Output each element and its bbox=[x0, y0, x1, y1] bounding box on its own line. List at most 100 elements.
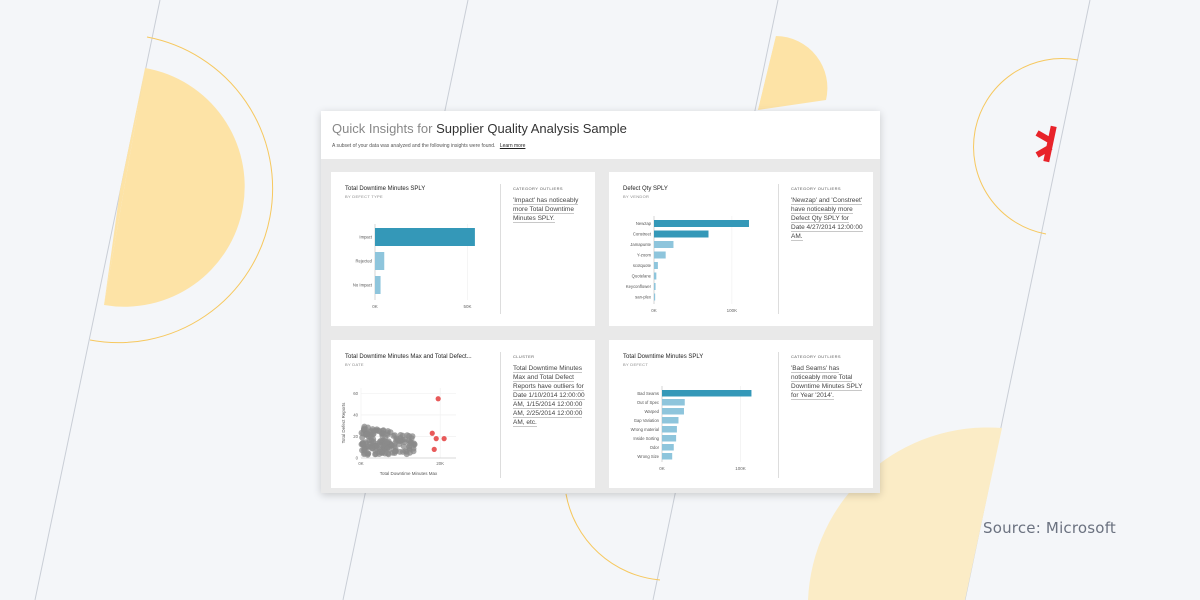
category-label: Wrong Size bbox=[637, 454, 659, 459]
bar bbox=[375, 252, 385, 270]
data-point bbox=[368, 437, 375, 444]
category-label: Quotelane bbox=[632, 274, 652, 279]
data-point bbox=[392, 448, 399, 455]
category-label: Jamapunte bbox=[630, 242, 651, 247]
tick-label: 20K bbox=[436, 461, 444, 466]
data-point bbox=[387, 429, 394, 436]
bar bbox=[654, 230, 709, 238]
card-title: Defect Qty SPLY bbox=[623, 186, 668, 192]
category-label: Y-zoom bbox=[637, 253, 652, 258]
data-point bbox=[401, 439, 408, 446]
category-label: Keyconflower bbox=[626, 284, 652, 289]
insight-type-label: CATEGORY OUTLIERS bbox=[513, 186, 563, 191]
category-label: Gap Variation bbox=[634, 418, 660, 423]
tick-label: 60 bbox=[353, 391, 358, 396]
quick-insights-window: Quick Insights for Supplier Quality Anal… bbox=[321, 111, 880, 493]
bar-chart: 0K 100K Newzap Constreet Jamapunte Y-zoom scot… bbox=[626, 216, 749, 313]
insight-card-3[interactable]: Total Downtime Minutes Max and Total Def… bbox=[331, 340, 595, 488]
bar bbox=[662, 417, 679, 424]
bar bbox=[662, 426, 677, 433]
card-title: Total Downtime Minutes SPLY bbox=[623, 354, 704, 360]
tick-label: 40 bbox=[353, 412, 358, 417]
data-point bbox=[386, 446, 393, 453]
page-subtitle: A subset of your data was analyzed and t… bbox=[332, 143, 525, 149]
bar bbox=[662, 435, 677, 442]
outlier-point bbox=[433, 436, 439, 442]
bar bbox=[654, 241, 674, 248]
tick-label: 0K bbox=[358, 461, 363, 466]
tick-label: 0K bbox=[372, 304, 378, 309]
logo-icon bbox=[1035, 125, 1057, 163]
data-point bbox=[381, 444, 388, 451]
data-point bbox=[379, 430, 386, 437]
data-point bbox=[403, 451, 410, 458]
category-label: Warped bbox=[644, 409, 659, 414]
category-label: Impact bbox=[359, 235, 372, 240]
bar bbox=[654, 262, 658, 269]
insight-text: 'Bad Seams' has noticeably more Total Do… bbox=[791, 365, 863, 400]
insight-card-1[interactable]: Total Downtime Minutes SPLY BY DEFECT TY… bbox=[331, 172, 595, 326]
bar bbox=[654, 283, 656, 290]
tick-label: 50K bbox=[463, 304, 471, 309]
bar bbox=[375, 228, 475, 246]
data-point bbox=[406, 433, 413, 440]
card-title: Total Downtime Minutes Max and Total Def… bbox=[345, 354, 472, 360]
bar bbox=[654, 220, 749, 227]
data-point bbox=[406, 444, 413, 451]
category-label: Newzap bbox=[636, 221, 652, 226]
insight-type-label: CATEGORY OUTLIERS bbox=[791, 354, 841, 359]
bar bbox=[662, 399, 685, 406]
insight-card-4[interactable]: Total Downtime Minutes SPLY BY DEFECT 0K… bbox=[609, 340, 873, 488]
data-point bbox=[368, 445, 375, 452]
dataset-name: Supplier Quality Analysis Sample bbox=[436, 121, 627, 136]
card-subtitle: BY DEFECT bbox=[623, 362, 649, 367]
bar bbox=[662, 390, 752, 397]
tick-label: 0K bbox=[651, 308, 657, 313]
bar bbox=[662, 408, 684, 415]
card-title: Total Downtime Minutes SPLY bbox=[345, 186, 426, 192]
insight-card-2[interactable]: Defect Qty SPLY BY VENDOR 0K 100K Newzap Co… bbox=[609, 172, 873, 326]
tick-label: 100K bbox=[735, 466, 746, 471]
category-label: san-plex bbox=[635, 295, 652, 300]
category-label: No Impact bbox=[353, 283, 373, 288]
insight-text: 'Newzap' and 'Constreet' have noticeably… bbox=[791, 197, 863, 241]
category-label: Bad Seams bbox=[637, 391, 659, 396]
bar bbox=[375, 276, 381, 294]
bar bbox=[654, 293, 656, 301]
insight-text: Total Downtime Minutes Max and Total Def… bbox=[513, 365, 585, 427]
category-label: scotquote bbox=[633, 263, 652, 268]
data-point bbox=[373, 426, 380, 433]
data-point bbox=[383, 439, 390, 446]
source-caption: Source: Microsoft bbox=[982, 519, 1116, 537]
data-point bbox=[410, 440, 417, 447]
card-subtitle: BY DATE bbox=[345, 362, 364, 367]
bar bbox=[654, 251, 666, 259]
outlier-point bbox=[431, 446, 437, 452]
bar bbox=[662, 444, 674, 451]
tick-label: 100K bbox=[727, 308, 738, 313]
data-point bbox=[363, 431, 370, 438]
card-subtitle: BY VENDOR bbox=[623, 194, 650, 199]
bar-chart: 0K 50K Impact Rejected No Impact bbox=[353, 224, 475, 309]
category-label: Inside Sorting bbox=[633, 436, 659, 441]
category-label: Rejected bbox=[355, 259, 372, 264]
outlier-point bbox=[429, 430, 435, 436]
insight-type-label: CLUSTER bbox=[513, 354, 535, 359]
outlier-point bbox=[435, 396, 441, 402]
tick-label: 0 bbox=[356, 456, 359, 461]
insight-text: 'Impact' has noticeably more Total Downt… bbox=[513, 197, 579, 223]
bar bbox=[654, 272, 657, 280]
subtitle-text: A subset of your data was analyzed and t… bbox=[332, 143, 496, 149]
category-label: Odor bbox=[650, 445, 660, 450]
x-axis-label: Total Downtime Minutes Max bbox=[380, 471, 438, 476]
card-divider bbox=[500, 352, 501, 478]
data-point bbox=[359, 441, 366, 448]
category-label: Wrong material bbox=[631, 427, 659, 432]
outlier-point bbox=[441, 436, 447, 442]
data-point bbox=[361, 447, 368, 454]
card-subtitle: BY DEFECT TYPE bbox=[345, 194, 383, 199]
window-header: Quick Insights for Supplier Quality Anal… bbox=[321, 111, 880, 159]
bar bbox=[662, 453, 673, 460]
learn-more-link[interactable]: Learn more bbox=[499, 143, 526, 149]
